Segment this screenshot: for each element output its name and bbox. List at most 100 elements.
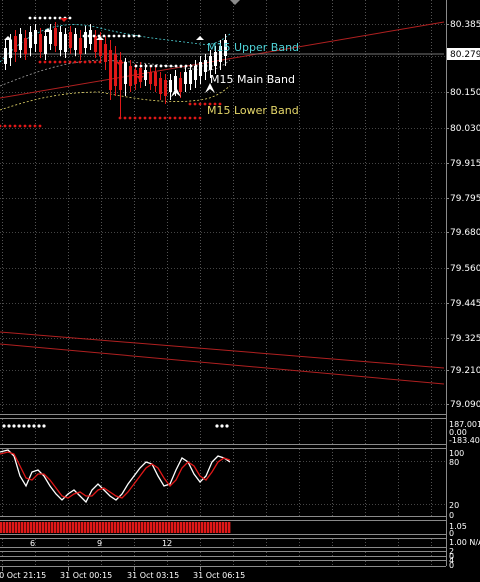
marker-dot-red (88, 60, 92, 64)
histogram-bar (201, 522, 204, 533)
marker-dot-white (117, 34, 121, 38)
dots-scale-mid: 0.00 (449, 428, 467, 437)
histogram-bar (6, 522, 9, 533)
lower-band-line (0, 85, 231, 111)
price-axis[interactable]: 80.385 80.150 80.030 79.915 79.795 79.680 79.5… (446, 20, 480, 410)
price-tick: 79.795 (450, 194, 480, 204)
histogram-bar (3, 522, 6, 533)
chart-shift-marker[interactable] (230, 0, 240, 5)
histogram-bar (159, 522, 162, 533)
histogram-bar (24, 522, 27, 533)
lower-band-label: M15 Lower Band (207, 104, 299, 117)
red-histogram-panel[interactable] (0, 522, 231, 533)
marker-dot-red (48, 60, 52, 64)
candle-body (209, 56, 212, 70)
candle-body (89, 30, 92, 44)
marker-dot-white (107, 34, 111, 38)
histogram-bar (141, 522, 144, 533)
marker-dot-red (143, 116, 147, 120)
marker-dot-red (153, 116, 157, 120)
histogram-bar (0, 522, 3, 533)
marker-dot-white (87, 34, 91, 38)
marker-dot-red (173, 116, 177, 120)
histogram-bar (39, 522, 42, 533)
histogram-bar (36, 522, 39, 533)
candle-body (29, 32, 32, 48)
marker-dot-white (204, 64, 208, 68)
histogram-bar (192, 522, 195, 533)
small-panel-3[interactable] (2, 561, 432, 566)
dots-panel-dot (27, 424, 31, 428)
marker-dot-red (128, 116, 132, 120)
stochastic-oscillator[interactable] (0, 449, 231, 504)
histogram-bar (162, 522, 165, 533)
marker-dot-white (144, 64, 148, 68)
marker-dot-white (122, 34, 126, 38)
histogram-bar (21, 522, 24, 533)
price-tick: 79.915 (450, 159, 480, 169)
down-arrow-icon (136, 76, 144, 80)
marker-dot-red (193, 116, 197, 120)
candle-body (144, 70, 147, 80)
marker-dot-white (184, 64, 188, 68)
histogram-bar (120, 522, 123, 533)
up-arrow-icon (44, 28, 52, 32)
dots-indicator-panel[interactable] (2, 419, 432, 444)
main-band-line (0, 59, 231, 87)
marker-dot-red (98, 60, 102, 64)
candle-body (159, 78, 162, 94)
small1-scale: 1.00 N/A (449, 538, 480, 547)
price-tick: 79.560 (450, 264, 480, 274)
histogram-bar (168, 522, 171, 533)
candle-body (129, 66, 132, 86)
dots-panel-dot (32, 424, 36, 428)
candle-body (194, 66, 197, 80)
price-tick: 79.325 (450, 334, 480, 344)
marker-dot-red (123, 116, 127, 120)
marker-dot-white (92, 34, 96, 38)
candle-body (134, 70, 137, 84)
marker-dot-red (148, 116, 152, 120)
candle-body (179, 78, 182, 92)
histogram-bar (42, 522, 45, 533)
redbar-scale-bottom: 0 (449, 529, 454, 538)
time-label-4: 31 Oct 06:15 (193, 571, 245, 580)
histogram-bar (111, 522, 114, 533)
marker-dot-red (93, 60, 97, 64)
marker-dot-white (132, 34, 136, 38)
marker-dot-white (139, 64, 143, 68)
candle-body (64, 34, 67, 52)
histogram-bar (183, 522, 186, 533)
marker-dot-white (82, 34, 86, 38)
down-arrow-icon (60, 18, 68, 22)
marker-dot-white (179, 64, 183, 68)
candle-body (69, 32, 72, 48)
small-panel-2[interactable] (2, 552, 432, 556)
histogram-bar (33, 522, 36, 533)
candle-body (44, 36, 47, 54)
small3-scale-top: 4 (449, 556, 454, 565)
dots-panel-dot (22, 424, 26, 428)
dots-panel-dot (220, 424, 224, 428)
histogram-bar (105, 522, 108, 533)
hour-label-9: 9 (97, 539, 102, 548)
histogram-bar (18, 522, 21, 533)
up-arrow-icon (4, 36, 12, 40)
histogram-bar (102, 522, 105, 533)
histogram-bar (54, 522, 57, 533)
candle-body (139, 68, 142, 82)
candle-body (219, 46, 222, 62)
marker-dot-red (83, 60, 87, 64)
marker-dot-red (23, 124, 27, 128)
candlesticks[interactable] (4, 22, 227, 118)
marker-dot-white (53, 16, 57, 20)
marker-dot-red (218, 102, 222, 106)
time-axis[interactable]: 30 Oct 21:15 31 Oct 00:15 31 Oct 03:15 3… (0, 566, 245, 580)
marker-dot-white (194, 64, 198, 68)
histogram-bar (48, 522, 51, 533)
marker-dot-white (38, 16, 42, 20)
histogram-bar (72, 522, 75, 533)
hour-panel[interactable] (2, 539, 432, 547)
histogram-bar (66, 522, 69, 533)
